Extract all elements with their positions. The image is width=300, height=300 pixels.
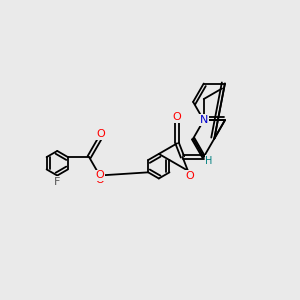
Text: N: N (200, 115, 208, 125)
Text: H: H (205, 155, 213, 166)
Text: O: O (185, 171, 194, 181)
Text: F: F (54, 177, 60, 187)
Text: O: O (95, 170, 104, 181)
Text: O: O (173, 112, 182, 122)
Text: O: O (95, 175, 104, 185)
Text: O: O (96, 129, 105, 139)
